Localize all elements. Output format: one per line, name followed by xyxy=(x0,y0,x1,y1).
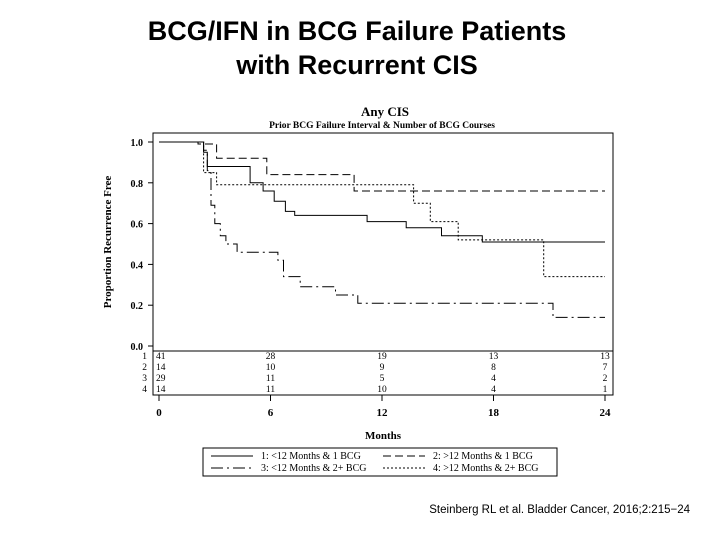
at-risk-value: 2 xyxy=(603,374,608,384)
x-axis-label: Months xyxy=(365,430,402,442)
at-risk-value: 11 xyxy=(266,385,275,395)
at-risk-row-label: 2 xyxy=(142,363,147,373)
at-risk-value: 14 xyxy=(156,363,166,373)
at-risk-value: 13 xyxy=(600,352,610,362)
x-tick-label: 24 xyxy=(600,407,612,419)
chart-title: Any CIS xyxy=(361,104,409,119)
x-tick-label: 12 xyxy=(377,407,389,419)
at-risk-value: 29 xyxy=(156,374,166,384)
y-axis-label: Proportion Recurrence Free xyxy=(102,176,114,309)
y-tick-label: 0.4 xyxy=(131,260,144,271)
chart-subtitle: Prior BCG Failure Interval & Number of B… xyxy=(269,121,495,131)
at-risk-value: 13 xyxy=(489,352,499,362)
series-line-4 xyxy=(159,141,605,278)
series-line-2 xyxy=(159,141,605,192)
y-tick-label: 0.6 xyxy=(131,220,144,231)
x-tick-label: 18 xyxy=(488,407,500,419)
at-risk-row-label: 4 xyxy=(142,385,147,395)
at-risk-row-label: 3 xyxy=(142,374,147,384)
citation: Steinberg RL et al. Bladder Cancer, 2016… xyxy=(429,504,690,516)
at-risk-value: 14 xyxy=(156,385,166,395)
y-tick-label: 0.2 xyxy=(131,301,144,312)
at-risk-value: 19 xyxy=(377,352,387,362)
y-tick-label: 0.0 xyxy=(131,342,144,353)
legend-box xyxy=(202,447,558,477)
at-risk-value: 11 xyxy=(266,374,275,384)
at-risk-value: 4 xyxy=(491,374,496,384)
at-risk-row-label: 1 xyxy=(142,352,147,362)
slide-title-line-2: with Recurrent CIS xyxy=(236,50,478,80)
x-axis: 0 6 12 18 24 xyxy=(156,395,611,419)
y-axis: 0.0 0.2 0.4 0.6 0.8 1.0 xyxy=(131,138,153,353)
x-tick-label: 6 xyxy=(268,407,274,419)
series-line-1 xyxy=(159,141,605,243)
y-tick-label: 1.0 xyxy=(131,138,144,149)
at-risk-value: 28 xyxy=(266,352,276,362)
y-tick-label: 0.8 xyxy=(131,179,144,190)
x-tick-label: 0 xyxy=(156,407,162,419)
at-risk-value: 9 xyxy=(380,363,385,373)
slide-title-line-1: BCG/IFN in BCG Failure Patients xyxy=(147,16,567,46)
legend-label-2: 2: >12 Months & 1 BCG xyxy=(433,451,533,462)
at-risk-value: 1 xyxy=(603,385,608,395)
series-layer xyxy=(159,141,605,318)
series-line-3 xyxy=(159,141,605,318)
legend-label-1: 1: <12 Months & 1 BCG xyxy=(261,451,361,462)
legend-label-4: 4: >12 Months & 2+ BCG xyxy=(433,463,538,474)
at-risk-value: 8 xyxy=(491,363,496,373)
legend-label-3: 3: <12 Months & 2+ BCG xyxy=(261,463,366,474)
at-risk-table: 1 41 28 19 13 132 14 10 9 8 73 29 11 5 4 24 14 11 10 4 1 xyxy=(142,352,610,395)
legend: 1: <12 Months & 1 BCG 2: >12 Months & 1 B… xyxy=(211,451,538,474)
at-risk-value: 41 xyxy=(156,352,166,362)
at-risk-value: 7 xyxy=(603,363,608,373)
at-risk-value: 10 xyxy=(266,363,276,373)
at-risk-value: 10 xyxy=(377,385,387,395)
at-risk-value: 4 xyxy=(491,385,496,395)
slide-title: BCG/IFN in BCG Failure Patients with Rec… xyxy=(0,14,714,82)
at-risk-value: 5 xyxy=(380,374,385,384)
